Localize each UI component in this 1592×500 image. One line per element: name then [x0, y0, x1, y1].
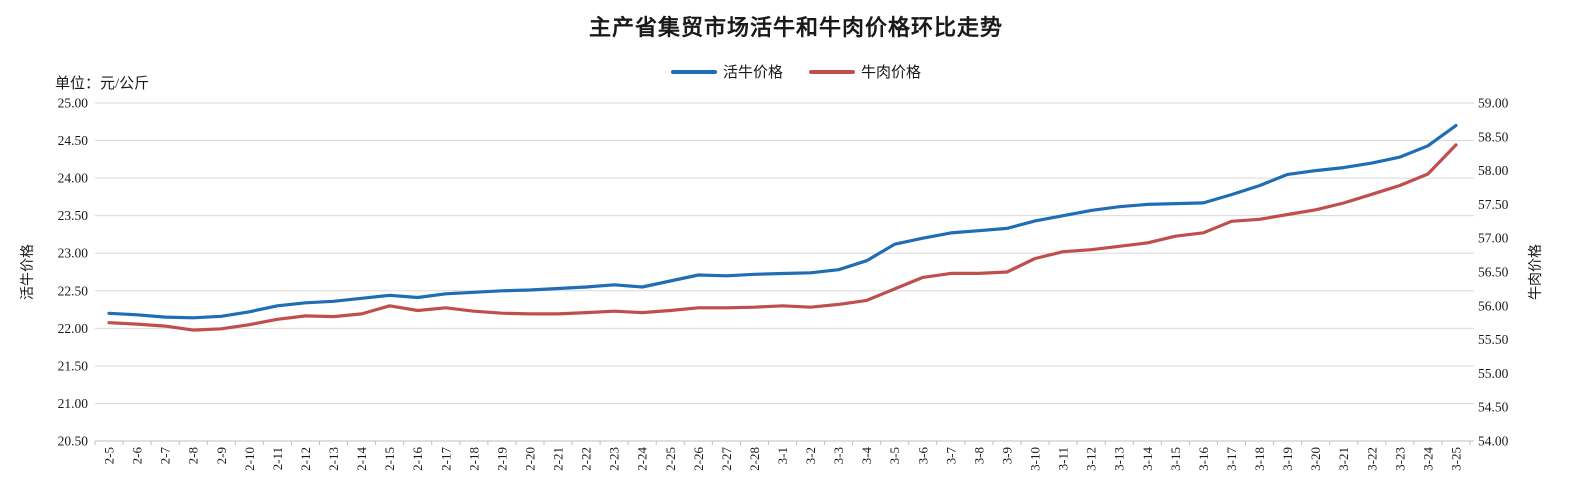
x-axis-tick-label: 2-11 [270, 447, 285, 470]
left-axis-tick-label: 21.00 [58, 396, 89, 411]
x-axis-tick-label: 2-20 [522, 447, 537, 471]
x-axis-tick-label: 2-9 [214, 447, 229, 464]
left-axis-tick-label: 20.50 [58, 434, 89, 449]
x-axis-tick-label: 3-5 [887, 447, 902, 464]
x-axis-tick-label: 3-14 [1140, 447, 1155, 471]
x-axis-tick-label: 2-15 [382, 447, 397, 471]
live-cattle-line-swatch-icon [670, 69, 717, 74]
x-axis-tick-label: 2-17 [438, 447, 453, 471]
unit-label: 单位：元/公斤 [55, 76, 150, 92]
right-axis-tick-label: 54.00 [1478, 434, 1509, 449]
x-axis-tick-label: 3-9 [999, 447, 1014, 464]
left-axis-tick-label: 23.00 [58, 246, 89, 261]
beef-price-line [107, 143, 1458, 332]
right-axis-title: 牛肉价格 [1528, 244, 1544, 300]
x-axis-tick-label: 2-12 [298, 447, 313, 471]
x-axis-tick-label: 2-13 [326, 447, 341, 471]
right-axis-tick-label: 56.00 [1478, 298, 1509, 313]
x-axis-tick-label: 2-25 [663, 447, 678, 471]
x-axis-tick-label: 3-3 [831, 447, 846, 464]
x-axis-tick-label: 3-10 [1028, 447, 1043, 471]
legend: 活牛价格 牛肉价格 [0, 61, 1592, 82]
x-axis-tick-label: 3-19 [1280, 447, 1295, 471]
legend-item-beef: 牛肉价格 [809, 61, 921, 82]
left-axis-tick-label: 25.00 [58, 96, 89, 111]
x-axis-tick-label: 2-22 [579, 447, 594, 471]
x-axis-tick-label: 3-23 [1392, 447, 1407, 471]
right-axis-tick-label: 56.50 [1478, 265, 1509, 280]
x-axis-tick-label: 2-27 [719, 447, 734, 471]
x-axis-tick-label: 2-5 [102, 447, 117, 464]
left-axis-tick-label: 22.50 [58, 283, 89, 298]
x-axis-tick-label: 2-14 [354, 447, 369, 471]
x-axis-tick-label: 2-19 [494, 447, 509, 471]
x-axis-tick-label: 3-17 [1224, 447, 1239, 471]
chart-title: 主产省集贸市场活牛和牛肉价格环比走势 [588, 15, 1003, 40]
right-axis-tick-label: 58.00 [1478, 163, 1509, 178]
x-axis-tick-label: 3-11 [1056, 447, 1071, 470]
x-axis-tick-label: 3-20 [1308, 447, 1323, 471]
left-axis-tick-label: 22.00 [58, 321, 89, 336]
x-axis-tick-label: 2-8 [186, 447, 201, 464]
x-axis-tick-label: 3-21 [1336, 447, 1351, 471]
left-axis-tick-label: 24.50 [58, 133, 89, 148]
x-axis-tick-label: 2-10 [242, 447, 257, 471]
right-axis-tick-label: 57.50 [1478, 197, 1509, 212]
legend-label-beef: 牛肉价格 [861, 65, 922, 81]
right-axis-tick-label: 55.50 [1478, 332, 1509, 347]
x-axis-tick-label: 3-13 [1112, 447, 1127, 471]
live-cattle-price-line [107, 123, 1458, 320]
x-axis-tick-label: 2-16 [410, 447, 425, 471]
left-axis-title: 活牛价格 [20, 244, 36, 300]
x-axis-tick-label: 3-12 [1084, 447, 1099, 471]
right-axis-tick-label: 55.00 [1478, 366, 1509, 381]
x-axis-tick-label: 3-4 [859, 447, 874, 465]
left-axis-tick-label: 24.00 [58, 171, 89, 186]
beef-line-swatch-icon [809, 69, 855, 74]
legend-item-live-cattle: 活牛价格 [670, 61, 783, 82]
right-axis-tick-label: 54.50 [1478, 400, 1509, 415]
x-axis-tick-label: 3-6 [915, 447, 930, 465]
left-axis-tick-label: 23.50 [58, 208, 89, 223]
x-axis-tick-label: 3-7 [943, 447, 958, 465]
x-axis-tick-label: 3-24 [1420, 447, 1435, 471]
right-axis-tick-label: 59.00 [1478, 96, 1509, 111]
x-axis-tick-label: 2-23 [607, 447, 622, 471]
x-axis-tick-label: 3-22 [1364, 447, 1379, 471]
x-axis-tick-label: 3-8 [971, 447, 986, 464]
x-axis-tick-label: 3-16 [1196, 447, 1211, 471]
right-axis-tick-label: 57.00 [1478, 231, 1509, 246]
x-axis-tick-label: 3-15 [1168, 447, 1183, 471]
x-axis-tick-label: 2-28 [747, 447, 762, 471]
x-axis-tick-label: 3-18 [1252, 447, 1267, 471]
x-axis-tick-label: 2-18 [466, 447, 481, 471]
legend-label-live-cattle: 活牛价格 [722, 65, 783, 81]
x-axis-tick-label: 2-6 [130, 447, 145, 465]
x-axis-tick-label: 3-2 [803, 447, 818, 464]
x-axis-tick-label: 3-25 [1448, 447, 1463, 471]
x-axis-tick-label: 2-24 [635, 447, 650, 471]
x-axis-tick-label: 3-1 [775, 447, 790, 464]
right-axis-tick-label: 58.50 [1478, 129, 1509, 144]
left-axis-tick-label: 21.50 [58, 358, 89, 373]
x-axis-tick-label: 2-21 [551, 447, 566, 471]
x-axis-tick-label: 2-7 [158, 447, 173, 465]
x-axis-tick-label: 2-26 [691, 447, 706, 471]
